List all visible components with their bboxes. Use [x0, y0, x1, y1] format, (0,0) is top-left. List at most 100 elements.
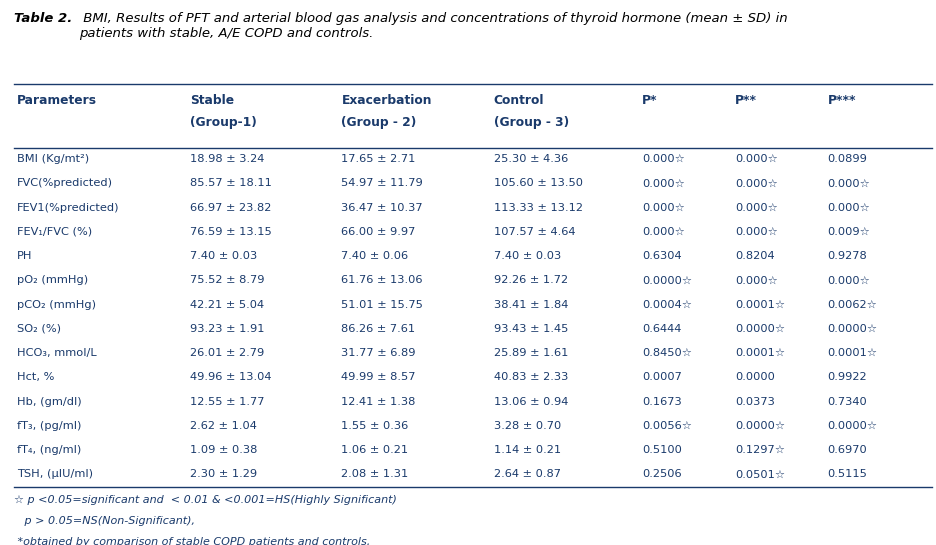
Text: 3.28 ± 0.70: 3.28 ± 0.70: [493, 421, 561, 431]
Text: 0.0000☆: 0.0000☆: [734, 324, 784, 334]
Text: *obtained by comparison of stable COPD patients and controls,: *obtained by comparison of stable COPD p…: [14, 537, 370, 545]
Text: Control: Control: [493, 94, 544, 107]
Text: Hb, (gm/dl): Hb, (gm/dl): [17, 397, 81, 407]
Text: 49.99 ± 8.57: 49.99 ± 8.57: [341, 372, 416, 383]
Text: 0.000☆: 0.000☆: [826, 178, 870, 189]
Text: FEV₁/FVC (%): FEV₁/FVC (%): [17, 227, 92, 237]
Text: 0.0000☆: 0.0000☆: [641, 275, 692, 286]
Text: 0.1297☆: 0.1297☆: [734, 445, 784, 455]
Text: 93.43 ± 1.45: 93.43 ± 1.45: [493, 324, 567, 334]
Text: 0.000☆: 0.000☆: [734, 227, 777, 237]
Text: P***: P***: [826, 94, 856, 107]
Text: 0.9278: 0.9278: [826, 251, 867, 261]
Text: 92.26 ± 1.72: 92.26 ± 1.72: [493, 275, 567, 286]
Text: 13.06 ± 0.94: 13.06 ± 0.94: [493, 397, 567, 407]
Text: 25.89 ± 1.61: 25.89 ± 1.61: [493, 348, 567, 358]
Text: 0.000☆: 0.000☆: [641, 154, 684, 164]
Text: (Group - 3): (Group - 3): [493, 116, 568, 129]
Text: 2.62 ± 1.04: 2.62 ± 1.04: [190, 421, 256, 431]
Text: 38.41 ± 1.84: 38.41 ± 1.84: [493, 300, 567, 310]
Text: Stable: Stable: [190, 94, 234, 107]
Text: 2.64 ± 0.87: 2.64 ± 0.87: [493, 469, 560, 480]
Text: 0.000☆: 0.000☆: [641, 203, 684, 213]
Text: p > 0.05=NS(Non-Significant),: p > 0.05=NS(Non-Significant),: [14, 516, 195, 526]
Text: 26.01 ± 2.79: 26.01 ± 2.79: [190, 348, 264, 358]
Text: 0.0000☆: 0.0000☆: [826, 324, 877, 334]
Text: pO₂ (mmHg): pO₂ (mmHg): [17, 275, 88, 286]
Text: SO₂ (%): SO₂ (%): [17, 324, 61, 334]
Text: 0.000☆: 0.000☆: [734, 203, 777, 213]
Text: Parameters: Parameters: [17, 94, 96, 107]
Text: 0.6444: 0.6444: [641, 324, 680, 334]
Text: 51.01 ± 15.75: 51.01 ± 15.75: [341, 300, 423, 310]
Text: BMI (Kg/mt²): BMI (Kg/mt²): [17, 154, 89, 164]
Text: 40.83 ± 2.33: 40.83 ± 2.33: [493, 372, 567, 383]
Text: 0.1673: 0.1673: [641, 397, 681, 407]
Text: 0.000☆: 0.000☆: [734, 178, 777, 189]
Text: 0.8204: 0.8204: [734, 251, 773, 261]
Text: 7.40 ± 0.06: 7.40 ± 0.06: [341, 251, 408, 261]
Text: HCO₃, mmol/L: HCO₃, mmol/L: [17, 348, 96, 358]
Text: BMI, Results of PFT and arterial blood gas analysis and concentrations of thyroi: BMI, Results of PFT and arterial blood g…: [79, 12, 787, 40]
Text: 0.5100: 0.5100: [641, 445, 681, 455]
Text: 1.55 ± 0.36: 1.55 ± 0.36: [341, 421, 408, 431]
Text: 0.0373: 0.0373: [734, 397, 774, 407]
Text: 0.8450☆: 0.8450☆: [641, 348, 692, 358]
Text: 0.0001☆: 0.0001☆: [734, 300, 784, 310]
Text: 0.000☆: 0.000☆: [641, 227, 684, 237]
Text: 66.97 ± 23.82: 66.97 ± 23.82: [190, 203, 271, 213]
Text: 7.40 ± 0.03: 7.40 ± 0.03: [493, 251, 561, 261]
Text: 31.77 ± 6.89: 31.77 ± 6.89: [341, 348, 416, 358]
Text: 17.65 ± 2.71: 17.65 ± 2.71: [341, 154, 416, 164]
Text: TSH, (μIU/ml): TSH, (μIU/ml): [17, 469, 93, 480]
Text: 49.96 ± 13.04: 49.96 ± 13.04: [190, 372, 271, 383]
Text: 42.21 ± 5.04: 42.21 ± 5.04: [190, 300, 264, 310]
Text: 61.76 ± 13.06: 61.76 ± 13.06: [341, 275, 422, 286]
Text: Table 2.: Table 2.: [14, 12, 72, 25]
Text: 0.0004☆: 0.0004☆: [641, 300, 692, 310]
Text: 1.09 ± 0.38: 1.09 ± 0.38: [190, 445, 257, 455]
Text: fT₄, (ng/ml): fT₄, (ng/ml): [17, 445, 80, 455]
Text: 54.97 ± 11.79: 54.97 ± 11.79: [341, 178, 423, 189]
Text: 0.009☆: 0.009☆: [826, 227, 870, 237]
Text: P**: P**: [734, 94, 756, 107]
Text: 0.000☆: 0.000☆: [641, 178, 684, 189]
Text: Hct, %: Hct, %: [17, 372, 54, 383]
Text: 0.0501☆: 0.0501☆: [734, 469, 784, 480]
Text: 0.0000☆: 0.0000☆: [734, 421, 784, 431]
Text: 0.0000☆: 0.0000☆: [826, 421, 877, 431]
Text: FVC(%predicted): FVC(%predicted): [17, 178, 112, 189]
Text: 76.59 ± 13.15: 76.59 ± 13.15: [190, 227, 271, 237]
Text: 0.0001☆: 0.0001☆: [734, 348, 784, 358]
Text: 0.7340: 0.7340: [826, 397, 867, 407]
Text: 0.5115: 0.5115: [826, 469, 867, 480]
Text: 0.0007: 0.0007: [641, 372, 681, 383]
Text: 0.6304: 0.6304: [641, 251, 680, 261]
Text: 12.55 ± 1.77: 12.55 ± 1.77: [190, 397, 265, 407]
Text: 0.0899: 0.0899: [826, 154, 867, 164]
Text: 1.14 ± 0.21: 1.14 ± 0.21: [493, 445, 560, 455]
Text: 75.52 ± 8.79: 75.52 ± 8.79: [190, 275, 265, 286]
Text: 85.57 ± 18.11: 85.57 ± 18.11: [190, 178, 271, 189]
Text: 105.60 ± 13.50: 105.60 ± 13.50: [493, 178, 582, 189]
Text: 0.000☆: 0.000☆: [826, 275, 870, 286]
Text: 0.2506: 0.2506: [641, 469, 680, 480]
Text: 93.23 ± 1.91: 93.23 ± 1.91: [190, 324, 265, 334]
Text: 0.6970: 0.6970: [826, 445, 867, 455]
Text: 0.000☆: 0.000☆: [826, 203, 870, 213]
Text: 0.0000: 0.0000: [734, 372, 774, 383]
Text: FEV1(%predicted): FEV1(%predicted): [17, 203, 119, 213]
Text: (Group-1): (Group-1): [190, 116, 256, 129]
Text: (Group - 2): (Group - 2): [341, 116, 417, 129]
Text: 36.47 ± 10.37: 36.47 ± 10.37: [341, 203, 423, 213]
Text: 18.98 ± 3.24: 18.98 ± 3.24: [190, 154, 264, 164]
Text: 107.57 ± 4.64: 107.57 ± 4.64: [493, 227, 575, 237]
Text: 0.9922: 0.9922: [826, 372, 866, 383]
Text: 86.26 ± 7.61: 86.26 ± 7.61: [341, 324, 416, 334]
Text: 113.33 ± 13.12: 113.33 ± 13.12: [493, 203, 582, 213]
Text: fT₃, (pg/ml): fT₃, (pg/ml): [17, 421, 81, 431]
Text: 2.08 ± 1.31: 2.08 ± 1.31: [341, 469, 408, 480]
Text: pCO₂ (mmHg): pCO₂ (mmHg): [17, 300, 95, 310]
Text: 12.41 ± 1.38: 12.41 ± 1.38: [341, 397, 416, 407]
Text: 7.40 ± 0.03: 7.40 ± 0.03: [190, 251, 257, 261]
